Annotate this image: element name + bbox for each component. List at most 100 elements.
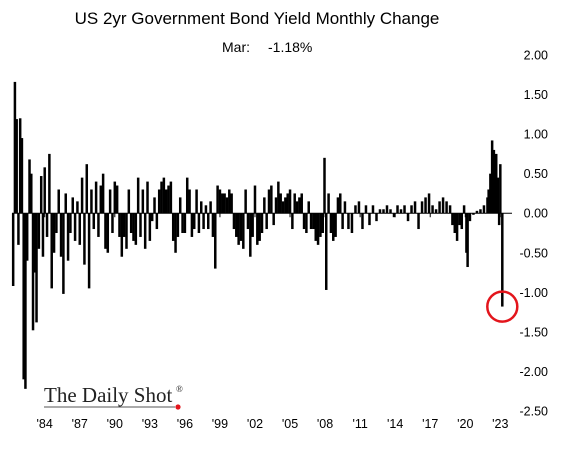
bar <box>92 213 96 230</box>
bar <box>441 197 445 214</box>
bar <box>448 205 452 214</box>
bar <box>499 164 502 214</box>
bar <box>48 153 51 214</box>
logo-text: The Daily Shot <box>44 383 172 407</box>
bar <box>118 213 121 237</box>
bar <box>341 213 344 230</box>
bar <box>438 201 441 214</box>
bar <box>150 213 154 222</box>
bar <box>214 213 217 269</box>
bar <box>136 177 140 214</box>
bar <box>399 209 403 214</box>
bar <box>71 197 74 214</box>
bar <box>55 213 58 233</box>
bar <box>57 189 60 214</box>
bar <box>487 189 490 214</box>
bar <box>43 167 46 214</box>
x-tick-label: '90 <box>107 417 123 431</box>
x-tick-label: '23 <box>492 417 508 431</box>
bar <box>350 213 354 233</box>
bar <box>413 201 417 214</box>
bar <box>489 173 492 214</box>
bar <box>244 189 247 214</box>
bar <box>13 81 17 214</box>
bar <box>178 197 182 214</box>
bar <box>253 185 257 214</box>
bar <box>314 213 317 241</box>
bar <box>286 193 289 214</box>
highlight-circle <box>486 290 519 323</box>
bar <box>39 176 43 214</box>
bar <box>396 205 399 214</box>
bar <box>87 213 91 289</box>
x-tick-label: '02 <box>247 417 263 431</box>
bar <box>185 177 189 214</box>
bar <box>22 213 25 380</box>
bar <box>427 193 431 214</box>
bar <box>455 213 459 241</box>
bar <box>375 213 378 222</box>
bar <box>497 213 501 226</box>
bar <box>316 213 320 245</box>
bar <box>284 197 287 214</box>
bar <box>122 213 126 237</box>
bar <box>235 213 238 237</box>
bar <box>160 181 163 214</box>
bar <box>288 189 292 214</box>
annotation-label: Mar: <box>222 39 250 55</box>
bar <box>216 185 219 214</box>
bar <box>157 189 161 214</box>
bar <box>146 181 149 214</box>
bar <box>371 205 375 214</box>
bar <box>490 140 494 214</box>
x-tick-label: '11 <box>352 417 367 431</box>
bar <box>50 213 53 289</box>
bar <box>207 213 210 230</box>
bar <box>115 185 119 214</box>
bar <box>230 193 233 214</box>
x-axis-ticks: '84 '87 '90 '93 '96 '99 '02 '05 '08 '11 '14 '17 '20 '… <box>37 213 509 431</box>
bar <box>309 213 313 230</box>
bar <box>192 213 196 230</box>
bar <box>260 213 264 233</box>
bar <box>78 213 82 245</box>
bar <box>445 201 448 214</box>
bar <box>162 177 166 214</box>
bar <box>325 213 328 290</box>
bar <box>76 201 79 214</box>
bar <box>406 213 410 222</box>
chart-title: US 2yr Government Bond Yield Monthly Cha… <box>75 9 440 28</box>
bar <box>211 213 215 237</box>
bar <box>197 213 201 233</box>
bar <box>37 213 41 249</box>
bar <box>45 213 49 237</box>
bar <box>218 189 222 214</box>
bar <box>462 205 466 214</box>
bar <box>460 213 464 230</box>
bar <box>295 201 299 214</box>
bar <box>332 213 335 241</box>
y-tick-label: -1.50 <box>520 325 549 339</box>
bar <box>347 213 350 230</box>
annotation-value: -1.18% <box>268 39 312 55</box>
bar <box>64 193 67 214</box>
bar <box>339 193 342 214</box>
x-tick-label: '96 <box>177 417 193 431</box>
bar <box>11 213 15 286</box>
bar <box>307 201 310 214</box>
bar <box>52 213 56 253</box>
bar <box>31 213 35 331</box>
bar <box>171 213 175 241</box>
bar <box>183 213 187 233</box>
bar <box>501 213 504 307</box>
bar <box>59 213 63 257</box>
bar <box>451 213 454 226</box>
bar <box>420 201 424 214</box>
bar <box>468 213 472 222</box>
bar <box>265 213 268 230</box>
y-tick-label: 1.50 <box>524 88 548 102</box>
bar <box>298 197 301 214</box>
bar <box>20 138 24 214</box>
bar <box>258 213 261 241</box>
bar <box>143 213 147 249</box>
